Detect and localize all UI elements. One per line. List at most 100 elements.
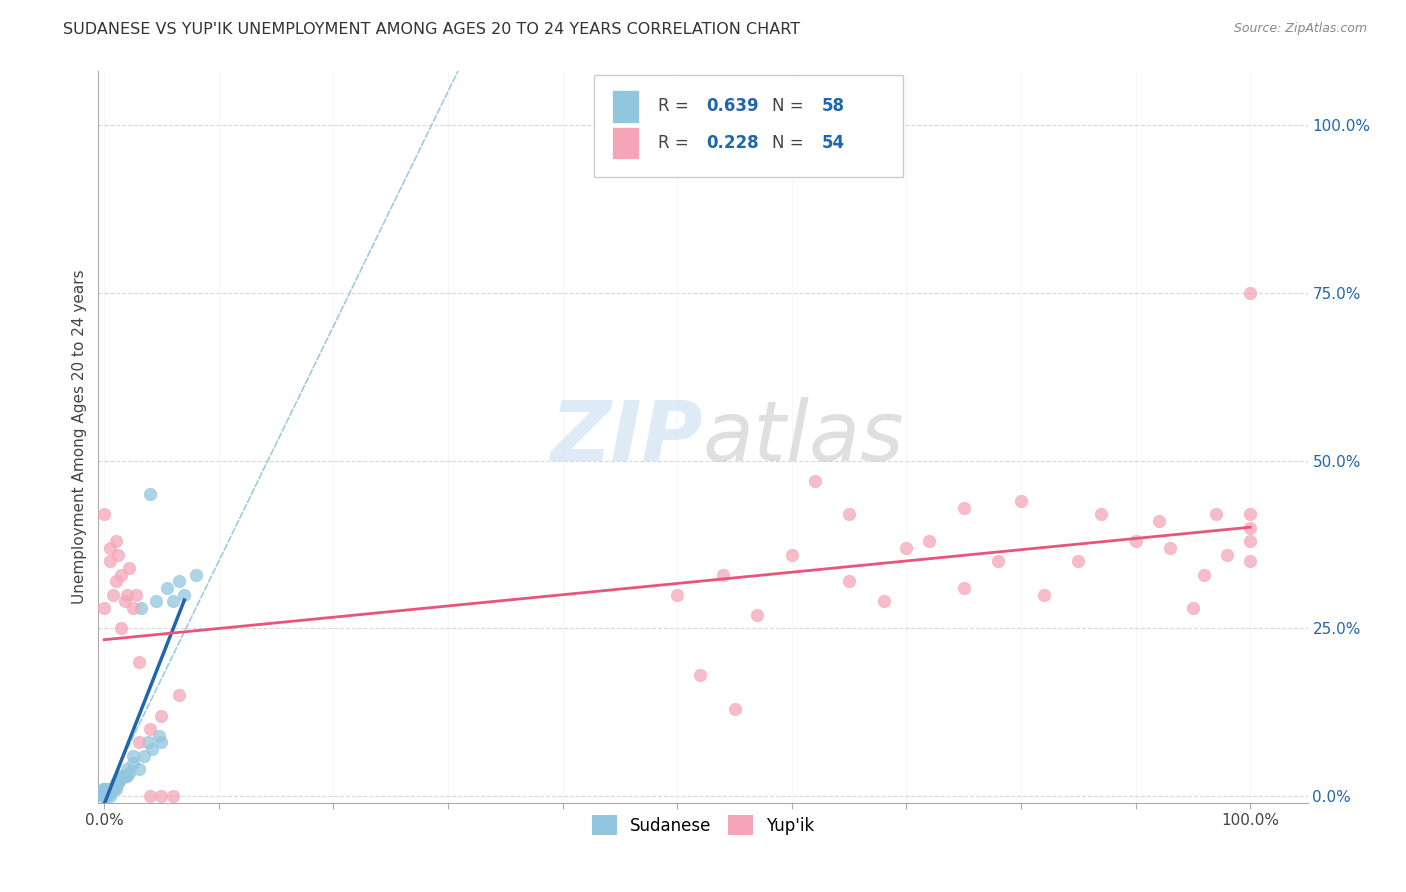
Point bbox=[93, 789, 115, 803]
Point bbox=[104, 782, 127, 797]
Point bbox=[93, 782, 115, 797]
Point bbox=[107, 775, 129, 789]
Point bbox=[118, 561, 141, 575]
Point bbox=[1090, 508, 1112, 522]
Point bbox=[139, 722, 162, 736]
Point bbox=[150, 708, 173, 723]
Point bbox=[1010, 493, 1032, 508]
Point bbox=[93, 789, 115, 803]
Point bbox=[93, 789, 115, 803]
Point bbox=[139, 487, 162, 501]
Point bbox=[1239, 521, 1261, 535]
FancyBboxPatch shape bbox=[595, 75, 903, 178]
Point bbox=[97, 786, 120, 800]
Point bbox=[112, 769, 135, 783]
Text: N =: N = bbox=[772, 97, 808, 115]
Point bbox=[97, 782, 120, 797]
Point bbox=[1239, 554, 1261, 568]
Point bbox=[96, 789, 118, 803]
Point bbox=[167, 689, 190, 703]
Text: N =: N = bbox=[772, 134, 808, 152]
Point bbox=[148, 729, 170, 743]
Text: 0.639: 0.639 bbox=[707, 97, 759, 115]
Point bbox=[93, 789, 115, 803]
Point bbox=[952, 581, 974, 595]
Point bbox=[184, 567, 207, 582]
Point bbox=[156, 581, 179, 595]
Point bbox=[93, 789, 115, 803]
Point bbox=[1205, 508, 1227, 522]
Point bbox=[93, 789, 115, 803]
Point bbox=[93, 782, 115, 797]
Point bbox=[93, 782, 115, 797]
Point bbox=[139, 789, 162, 803]
Point bbox=[689, 668, 711, 682]
Point bbox=[114, 594, 136, 608]
Point bbox=[1239, 534, 1261, 549]
Point bbox=[129, 601, 152, 615]
Point bbox=[93, 789, 115, 803]
Point bbox=[114, 769, 136, 783]
Point bbox=[93, 783, 115, 797]
Point bbox=[110, 772, 132, 787]
FancyBboxPatch shape bbox=[613, 90, 638, 123]
Point bbox=[103, 782, 125, 797]
Point bbox=[93, 782, 115, 797]
Point bbox=[93, 789, 115, 803]
Point bbox=[723, 702, 745, 716]
FancyBboxPatch shape bbox=[613, 127, 638, 160]
Point bbox=[98, 554, 121, 568]
Point bbox=[98, 782, 121, 797]
Point bbox=[100, 782, 122, 797]
Point bbox=[93, 789, 115, 803]
Point bbox=[115, 769, 138, 783]
Point bbox=[1159, 541, 1181, 555]
Point bbox=[1067, 554, 1090, 568]
Point bbox=[104, 574, 127, 589]
Point bbox=[93, 786, 115, 800]
Text: R =: R = bbox=[658, 134, 695, 152]
Point bbox=[115, 588, 138, 602]
Legend: Sudanese, Yup'ik: Sudanese, Yup'ik bbox=[585, 808, 821, 842]
Point bbox=[125, 588, 148, 602]
Point bbox=[896, 541, 918, 555]
Point bbox=[110, 567, 132, 582]
Point bbox=[918, 534, 941, 549]
Point bbox=[150, 789, 173, 803]
Point bbox=[93, 782, 115, 797]
Point bbox=[128, 762, 150, 776]
Text: atlas: atlas bbox=[703, 397, 904, 477]
Point bbox=[1239, 508, 1261, 522]
Point bbox=[98, 541, 121, 555]
Point bbox=[98, 789, 121, 803]
Point bbox=[118, 765, 141, 780]
Point bbox=[98, 786, 121, 800]
Point bbox=[107, 548, 129, 562]
Point bbox=[145, 594, 167, 608]
Point bbox=[747, 607, 769, 622]
Point bbox=[110, 621, 132, 635]
Point bbox=[93, 789, 115, 803]
Point bbox=[104, 534, 127, 549]
Point bbox=[110, 769, 132, 783]
Text: Source: ZipAtlas.com: Source: ZipAtlas.com bbox=[1233, 22, 1367, 36]
Point bbox=[952, 500, 974, 515]
Point bbox=[93, 508, 115, 522]
Point bbox=[93, 786, 115, 800]
Point bbox=[115, 762, 138, 776]
Point bbox=[103, 588, 125, 602]
Text: SUDANESE VS YUP'IK UNEMPLOYMENT AMONG AGES 20 TO 24 YEARS CORRELATION CHART: SUDANESE VS YUP'IK UNEMPLOYMENT AMONG AG… bbox=[63, 22, 800, 37]
Point bbox=[121, 748, 143, 763]
Point bbox=[1216, 548, 1239, 562]
Point bbox=[150, 735, 173, 749]
Point bbox=[1125, 534, 1147, 549]
Point bbox=[1147, 514, 1170, 528]
Point bbox=[167, 574, 190, 589]
Point bbox=[101, 782, 124, 797]
Text: 54: 54 bbox=[821, 134, 845, 152]
Point bbox=[93, 789, 115, 803]
Text: ZIP: ZIP bbox=[550, 397, 703, 477]
Point bbox=[803, 474, 825, 488]
Point bbox=[1033, 588, 1056, 602]
Point bbox=[162, 594, 184, 608]
